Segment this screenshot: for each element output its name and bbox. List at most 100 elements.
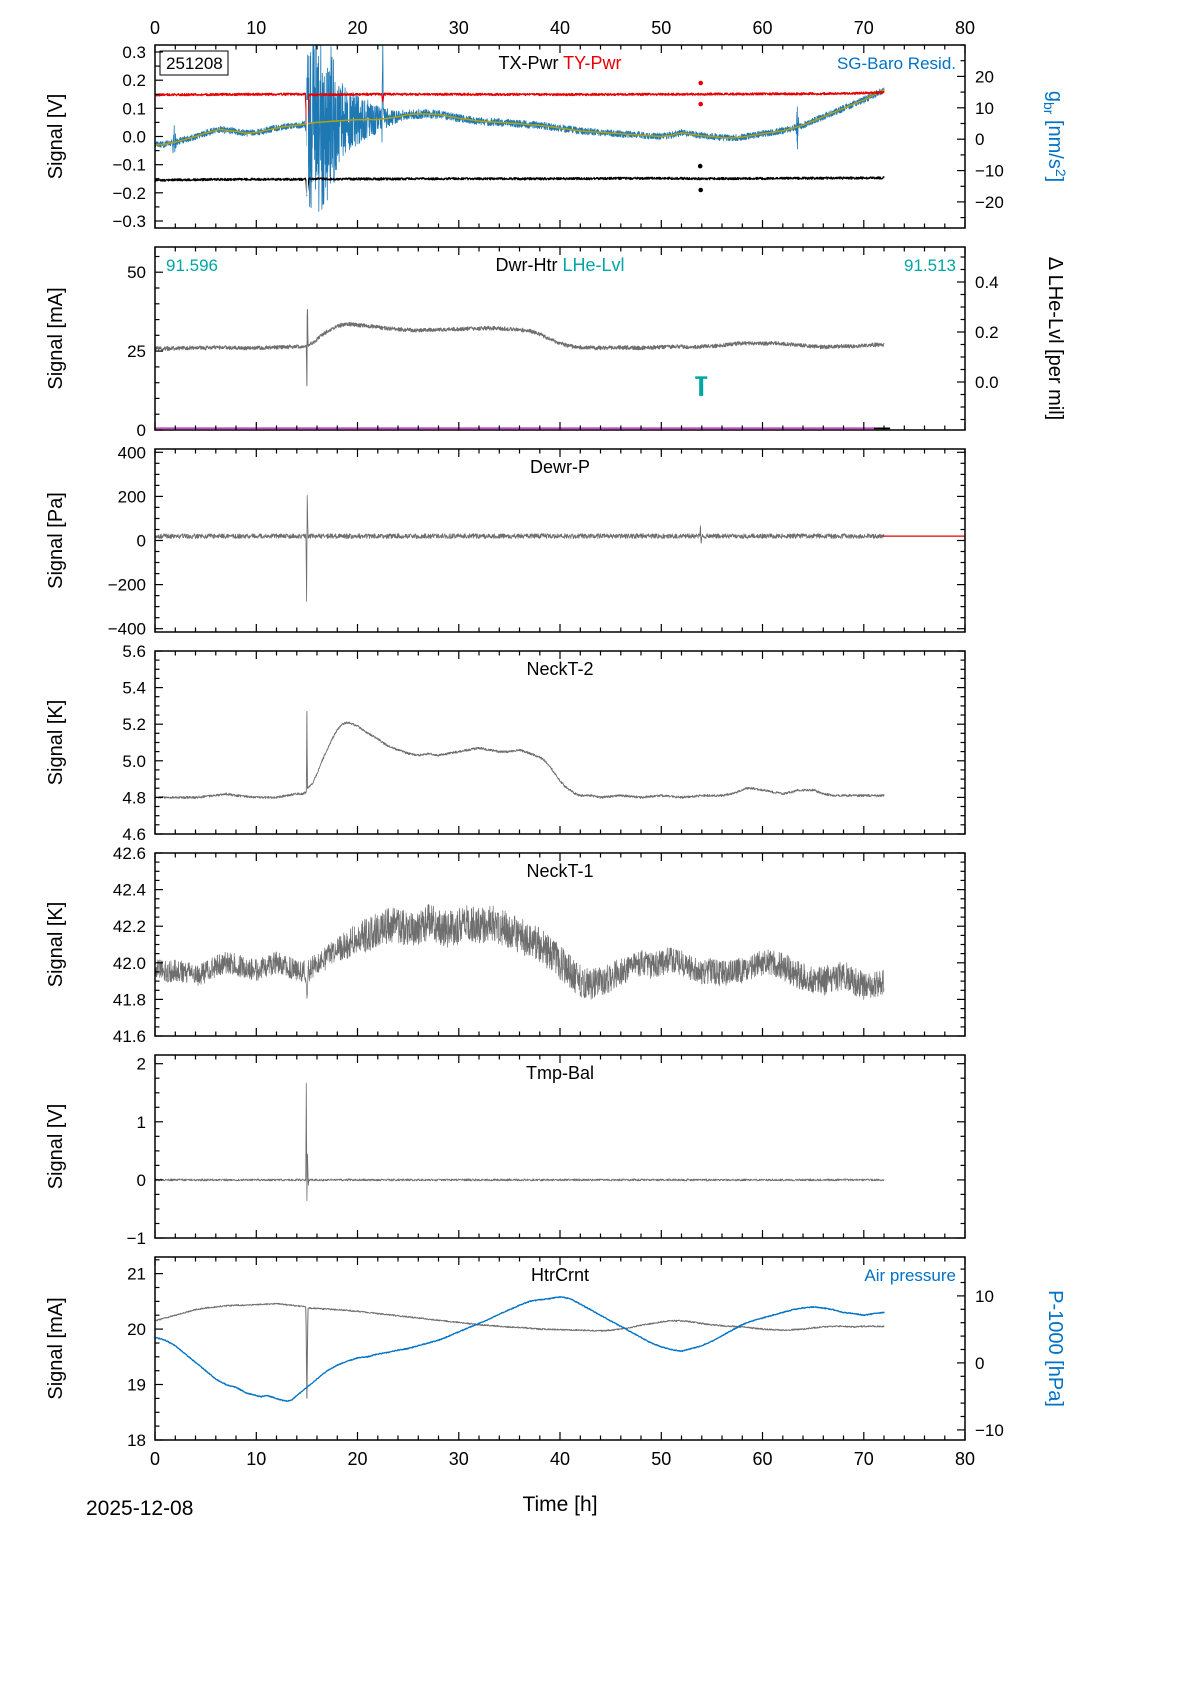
panel-series-temp-balance bbox=[155, 1082, 885, 1202]
panel-series-dewar-pressure bbox=[155, 495, 965, 602]
panel-power-baro: −0.3 −0.2 −0.1 0.0 0.1 0.2 0.3 −20 −10 0 10 20 0 10 20… bbox=[45, 18, 1069, 231]
axis-ticks bbox=[154, 449, 966, 632]
y-tick-label: 50 bbox=[127, 263, 146, 282]
y-tick-label: −0.3 bbox=[112, 212, 146, 231]
right-tick-label: 10 bbox=[975, 1287, 994, 1306]
axis-ticks bbox=[154, 852, 966, 1037]
y-axis-label: Signal [mA] bbox=[45, 1297, 67, 1399]
corner-box bbox=[159, 50, 229, 76]
marker-dot bbox=[698, 187, 703, 193]
y-tick-label: 0.0 bbox=[122, 128, 146, 147]
x-tick-label-bottom: 30 bbox=[449, 1449, 469, 1469]
x-tick-label-bottom: 10 bbox=[246, 1449, 266, 1469]
y-axis-label: Signal [mA] bbox=[45, 287, 67, 389]
right-tick-label: 0.4 bbox=[975, 273, 999, 292]
panel-title: Dewr-P bbox=[530, 457, 590, 477]
y-tick-label: 18 bbox=[127, 1431, 146, 1450]
axis-labels: 41.6 41.8 42.0 42.2 42.4 42.6 NeckT-1 Signal [K… bbox=[45, 844, 594, 1046]
y-tick-label: 1 bbox=[137, 1113, 146, 1132]
axis-labels: −1 0 1 2 Tmp-Bal Signal [V] bbox=[45, 1055, 594, 1248]
axis-ticks bbox=[154, 1257, 966, 1441]
x-tick-label-bottom: 0 bbox=[150, 1449, 160, 1469]
x-tick-label-bottom: 40 bbox=[550, 1449, 570, 1469]
right-tick-label: −10 bbox=[975, 1421, 1004, 1440]
panel-series-neck-temp-2 bbox=[155, 711, 885, 799]
y-tick-label: −0.1 bbox=[112, 156, 146, 175]
series-Dwr-Htr bbox=[155, 309, 885, 387]
x-tick-label-bottom: 20 bbox=[347, 1449, 367, 1469]
panel-title: TX-Pwr TY-Pwr bbox=[498, 53, 621, 73]
y-tick-label: 42.6 bbox=[113, 844, 146, 863]
right-axis-label: Δ LHe-Lvl [per mil] bbox=[1044, 257, 1066, 420]
right-axis-label: gbr [nm/s2] bbox=[1041, 91, 1069, 182]
y-tick-label: 20 bbox=[127, 1320, 146, 1339]
date-label: 2025-12-08 bbox=[86, 1497, 194, 1520]
series-Air-pressure bbox=[155, 1296, 885, 1403]
axis-labels: 0 25 50 0.0 0.2 0.4 Dwr-Htr LHe-Lvl 91.596 91.51… bbox=[45, 255, 1066, 440]
panel-temp-balance: −1 0 1 2 Tmp-Bal Signal [V] bbox=[45, 1054, 966, 1248]
axis-ticks bbox=[154, 247, 966, 431]
panel-title: HtrCrnt bbox=[531, 1265, 589, 1285]
axis-labels: 18 19 20 21 −10 0 10 0 10 20 30 40 50 60 70 80 HtrCrnt Ai… bbox=[45, 1265, 1066, 1469]
y-tick-label: 200 bbox=[118, 487, 146, 506]
axis-labels: −0.3 −0.2 −0.1 0.0 0.1 0.2 0.3 −20 −10 0 10 20 0 10 20… bbox=[45, 18, 1069, 231]
y-tick-label: 5.0 bbox=[122, 752, 146, 771]
y-tick-label: 42.2 bbox=[113, 917, 146, 936]
y-tick-label: 42.4 bbox=[113, 881, 146, 900]
x-tick-label-top: 0 bbox=[150, 18, 160, 38]
panel-neck-temp-2: 4.6 4.8 5.0 5.2 5.4 5.6 NeckT-2 Signal [K] bbox=[45, 642, 966, 844]
series-TX-Pwr bbox=[155, 176, 885, 197]
y-axis-label: Signal [K] bbox=[45, 700, 67, 786]
y-tick-label: 400 bbox=[118, 443, 146, 462]
panel-title: NeckT-1 bbox=[526, 861, 593, 881]
x-tick-label-top: 40 bbox=[550, 18, 570, 38]
y-tick-label: −1 bbox=[127, 1229, 146, 1248]
y-tick-label: 4.6 bbox=[122, 825, 146, 844]
panel-heater-current-pressure: 18 19 20 21 −10 0 10 0 10 20 30 40 50 60 70 80 HtrCrnt Ai… bbox=[45, 1256, 1066, 1469]
x-tick-label-bottom: 60 bbox=[752, 1449, 772, 1469]
y-tick-label: −200 bbox=[108, 576, 146, 595]
y-tick-label: 21 bbox=[127, 1265, 146, 1284]
corner-left-label: 251208 bbox=[166, 54, 223, 73]
panel-series-neck-temp-1 bbox=[155, 904, 885, 1000]
corner-right-label: 91.513 bbox=[904, 256, 956, 275]
y-tick-label: 4.8 bbox=[122, 788, 146, 807]
right-axis-label: P-1000 [hPa] bbox=[1044, 1290, 1066, 1407]
panel-title: NeckT-2 bbox=[526, 659, 593, 679]
marker-dot bbox=[698, 80, 703, 86]
right-tick-label: −20 bbox=[975, 193, 1004, 212]
x-tick-label-bottom: 80 bbox=[955, 1449, 975, 1469]
right-tick-label: −10 bbox=[975, 162, 1004, 181]
panel-dewar-heater: 0 25 50 0.0 0.2 0.4 Dwr-Htr LHe-Lvl 91.596 91.51… bbox=[45, 246, 1066, 440]
y-tick-label: 0.2 bbox=[122, 71, 146, 90]
y-tick-label: 5.4 bbox=[122, 679, 146, 698]
x-tick-label-bottom: 50 bbox=[651, 1449, 671, 1469]
y-tick-label: 19 bbox=[127, 1376, 146, 1395]
x-tick-label-top: 20 bbox=[347, 18, 367, 38]
y-tick-label: 0.3 bbox=[122, 43, 146, 62]
corner-left-label: 91.596 bbox=[166, 256, 218, 275]
right-tick-label: 0 bbox=[975, 1354, 984, 1373]
x-tick-label-top: 50 bbox=[651, 18, 671, 38]
y-tick-label: 0 bbox=[137, 421, 146, 440]
y-axis-label: Signal [K] bbox=[45, 902, 67, 988]
y-tick-label: 5.6 bbox=[122, 642, 146, 661]
panel-series-power-baro bbox=[155, 45, 885, 212]
x-axis-title: Time [h] bbox=[522, 1493, 598, 1516]
axis-labels: −400 −200 0 200 400 Dewr-P Signal [Pa] bbox=[45, 443, 590, 638]
y-tick-label: 5.2 bbox=[122, 715, 146, 734]
y-tick-label: 25 bbox=[127, 342, 146, 361]
y-axis-label: Signal [V] bbox=[45, 1104, 67, 1190]
panel-neck-temp-1: 41.6 41.8 42.0 42.2 42.4 42.6 NeckT-1 Signal [K… bbox=[45, 844, 966, 1046]
series-Dewr-P bbox=[155, 495, 885, 602]
y-axis-label: Signal [Pa] bbox=[45, 492, 67, 589]
right-tick-label: 20 bbox=[975, 67, 994, 86]
x-tick-label-top: 70 bbox=[854, 18, 874, 38]
axis-ticks bbox=[154, 44, 966, 228]
series-baro-mean bbox=[155, 89, 885, 146]
right-tick-label: 0 bbox=[975, 130, 984, 149]
